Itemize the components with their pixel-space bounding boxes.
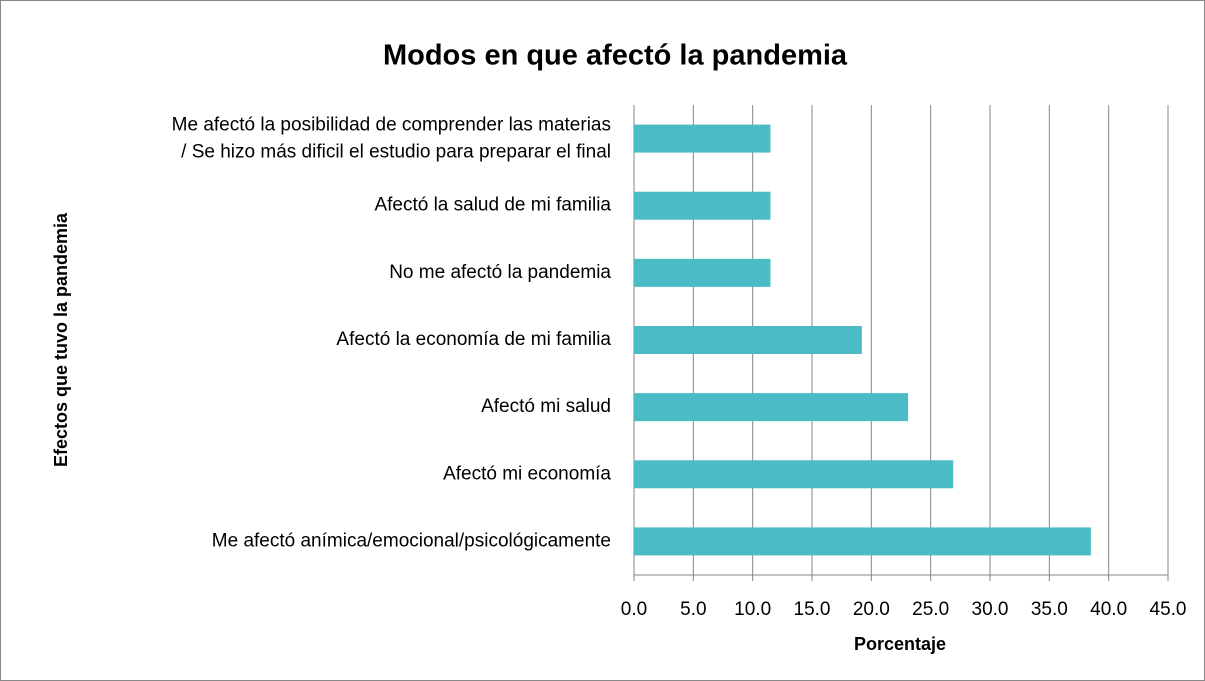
x-axis-title: Porcentaje [854, 634, 946, 654]
x-tick-label: 40.0 [1090, 599, 1127, 620]
x-tick-label: 45.0 [1150, 599, 1187, 620]
x-tick-label: 15.0 [794, 599, 831, 620]
bar [634, 258, 771, 287]
x-tick-label: 30.0 [972, 599, 1009, 620]
y-tick-label: Afectó la salud de mi familia [374, 195, 611, 216]
bar [634, 124, 771, 153]
bar [634, 393, 909, 422]
y-tick-label: No me afectó la pandemia [389, 262, 611, 283]
x-tick-label: 0.0 [621, 599, 647, 620]
x-tick-label: 20.0 [853, 599, 890, 620]
x-tick-label: 35.0 [1031, 599, 1068, 620]
x-tick-label: 10.0 [734, 599, 771, 620]
chart-title: Modos en que afectó la pandemia [383, 40, 848, 72]
bar [634, 527, 1091, 556]
y-tick-label: Me afectó la posibilidad de comprender l… [172, 115, 611, 163]
y-tick-label: Afectó mi economía [443, 463, 611, 484]
x-tick-label: 25.0 [912, 599, 949, 620]
y-tick-label: Afectó la economía de mi familia [336, 329, 611, 350]
y-tick-label: Afectó mi salud [481, 396, 611, 417]
y-axis-title: Efectos que tuvo la pandemia [51, 212, 71, 467]
bar [634, 191, 771, 220]
bar [634, 326, 862, 354]
bar [634, 460, 954, 489]
y-tick-label: Me afectó anímica/emocional/psicológicam… [212, 530, 611, 551]
x-tick-label: 5.0 [680, 599, 706, 620]
